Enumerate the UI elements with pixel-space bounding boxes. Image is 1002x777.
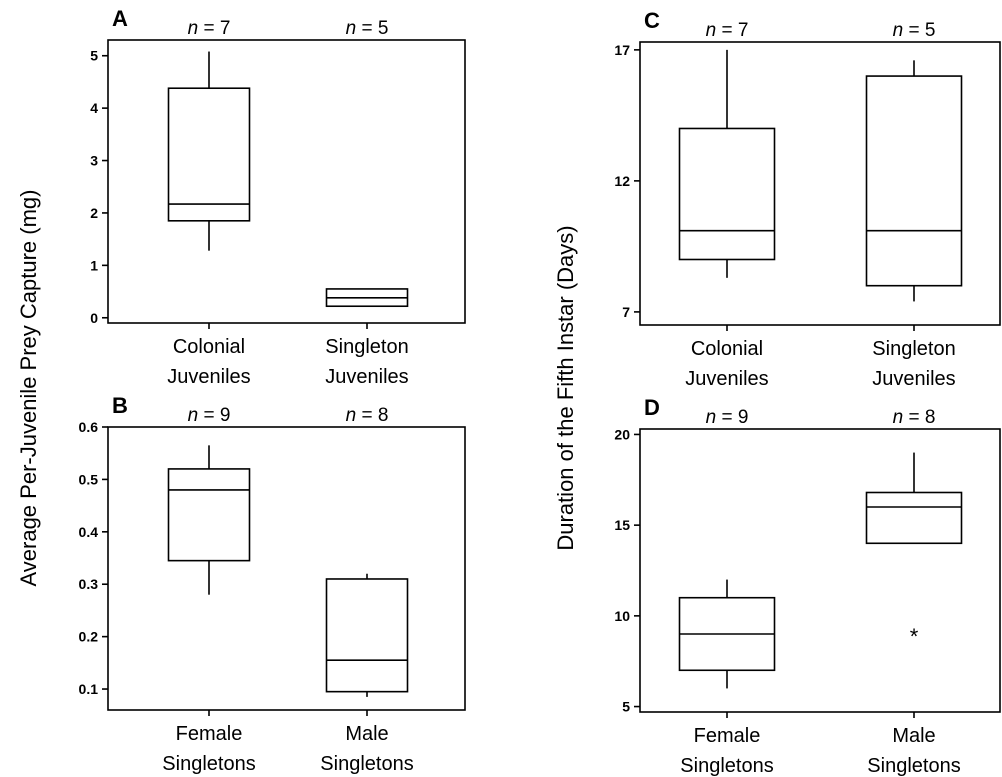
- sample-size-label: n = 8: [893, 407, 936, 428]
- iqr-box: [167, 87, 251, 222]
- category-label-line1: Female: [694, 725, 761, 747]
- panel-letter: B: [112, 393, 128, 418]
- category-label-line1: Male: [892, 725, 935, 747]
- iqr-box: [865, 491, 963, 545]
- category-label-line2: Juveniles: [167, 366, 250, 388]
- y-tick-label: 0.4: [79, 524, 99, 540]
- y-tick-label: 17: [614, 42, 630, 58]
- y-tick-label: 20: [614, 426, 630, 442]
- y-tick-label: 0.5: [79, 471, 99, 487]
- iqr-box: [678, 127, 776, 261]
- y-tick-label: 0.6: [79, 419, 99, 435]
- category-label-line1: Female: [176, 723, 243, 745]
- category-label-line1: Singleton: [872, 338, 955, 360]
- category-label-line2: Singletons: [320, 753, 413, 775]
- category-label-line2: Juveniles: [685, 368, 768, 390]
- y-tick-label: 5: [622, 699, 630, 715]
- category-label-line2: Singletons: [162, 753, 255, 775]
- box-group: * n = 8 Male Singletons: [865, 407, 963, 777]
- box-group: n = 9 Female Singletons: [162, 405, 255, 775]
- y-tick-label: 0.1: [79, 681, 99, 697]
- iqr-box: [325, 578, 409, 693]
- y-tick-label: 2: [90, 205, 98, 221]
- panel-letter: A: [112, 6, 128, 31]
- box-group: n = 7 Colonial Juveniles: [678, 20, 776, 390]
- box-group: n = 5 Singleton Juveniles: [325, 18, 408, 388]
- y-tick-label: 12: [614, 173, 630, 189]
- y-tick-label: 5: [90, 48, 98, 64]
- category-label-line1: Male: [345, 723, 388, 745]
- category-label-line2: Juveniles: [325, 366, 408, 388]
- plot-frame: [639, 41, 1001, 326]
- iqr-box: [865, 75, 963, 287]
- y-tick-label: 3: [90, 153, 98, 169]
- outlier-marker: *: [910, 624, 919, 649]
- y-tick-label: 10: [614, 608, 630, 624]
- plot-frame: [107, 426, 466, 711]
- sample-size-label: n = 8: [346, 405, 389, 426]
- sample-size-label: n = 9: [706, 407, 749, 428]
- panel-letter: D: [644, 395, 660, 420]
- panel-b: B 0.1 0.2 0.3 0.4 0.5 0.6 n = 9 Female Singletons…: [79, 393, 466, 775]
- y-tick-label: 7: [622, 304, 630, 320]
- plot-frame: [639, 428, 1001, 713]
- sample-size-label: n = 7: [706, 20, 749, 41]
- y-tick-label: 4: [90, 100, 98, 116]
- y-tick-label: 0.3: [79, 576, 99, 592]
- y-axis-label-right: Duration of the Fifth Instar (Days): [553, 225, 578, 550]
- y-tick-label: 0: [90, 310, 98, 326]
- category-label-line1: Colonial: [173, 336, 245, 358]
- category-label-line1: Singleton: [325, 336, 408, 358]
- y-tick-label: 0.2: [79, 629, 99, 645]
- box-group: n = 7 Colonial Juveniles: [167, 18, 250, 388]
- iqr-box: [167, 468, 251, 562]
- panel-a: A 0 1 2 3 4 5 n = 7 Colonial Juveniles n = 5 Single…: [90, 6, 466, 388]
- category-label-line2: Juveniles: [872, 368, 955, 390]
- box-group: n = 9 Female Singletons: [678, 407, 776, 777]
- panel-d: D 5 10 15 20 n = 9 Female Singletons * n = 8 Male S…: [614, 395, 1001, 777]
- panel-letter: C: [644, 8, 660, 33]
- plot-frame: [107, 39, 466, 324]
- box-group: n = 8 Male Singletons: [320, 405, 413, 775]
- sample-size-label: n = 9: [188, 405, 231, 426]
- box-group: n = 5 Singleton Juveniles: [865, 20, 963, 390]
- category-label-line1: Colonial: [691, 338, 763, 360]
- sample-size-label: n = 5: [346, 18, 389, 39]
- sample-size-label: n = 5: [893, 20, 936, 41]
- panel-c: C 7 12 17 n = 7 Colonial Juveniles n = 5 Singlet…: [614, 8, 1001, 390]
- y-tick-label: 15: [614, 517, 630, 533]
- category-label-line2: Singletons: [867, 755, 960, 777]
- y-tick-label: 1: [90, 257, 98, 273]
- category-label-line2: Singletons: [680, 755, 773, 777]
- sample-size-label: n = 7: [188, 18, 231, 39]
- y-axis-label-left: Average Per-Juvenile Prey Capture (mg): [16, 190, 41, 587]
